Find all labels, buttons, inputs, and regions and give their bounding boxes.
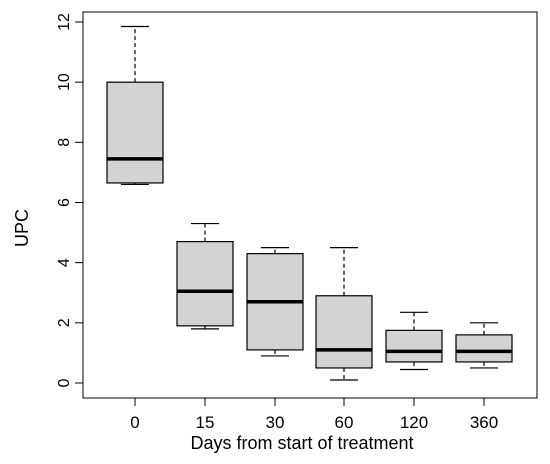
y-tick-label: 12 [56,13,73,31]
x-tick-label: 120 [400,413,428,432]
x-tick-label: 30 [266,413,285,432]
y-tick-label: 8 [56,138,73,147]
y-axis-label: UPC [12,209,32,247]
box-15 [176,222,234,330]
y-tick-label: 6 [56,198,73,207]
iqr-box [176,241,234,327]
iqr-box [455,334,513,363]
iqr-box [385,329,443,363]
box-30 [246,247,304,357]
x-axis: 0 15 30 60 120 360 [130,397,498,432]
x-tick-label: 15 [196,413,215,432]
iqr-box [106,81,164,184]
x-tick-label: 60 [335,413,354,432]
x-tick-label: 360 [470,413,498,432]
boxes-group [106,25,513,381]
iqr-box [315,295,373,369]
y-tick-label: 10 [56,73,73,91]
box-360 [455,322,513,369]
x-tick-label: 0 [130,413,139,432]
box-0 [106,25,164,186]
x-axis-label: Days from start of treatment [190,433,413,453]
box-60 [315,247,373,381]
y-axis: 0 2 4 6 8 10 12 [56,13,84,387]
y-tick-label: 2 [56,318,73,327]
box-120 [385,311,443,371]
y-tick-label: 4 [56,258,73,267]
y-tick-label: 0 [56,378,73,387]
